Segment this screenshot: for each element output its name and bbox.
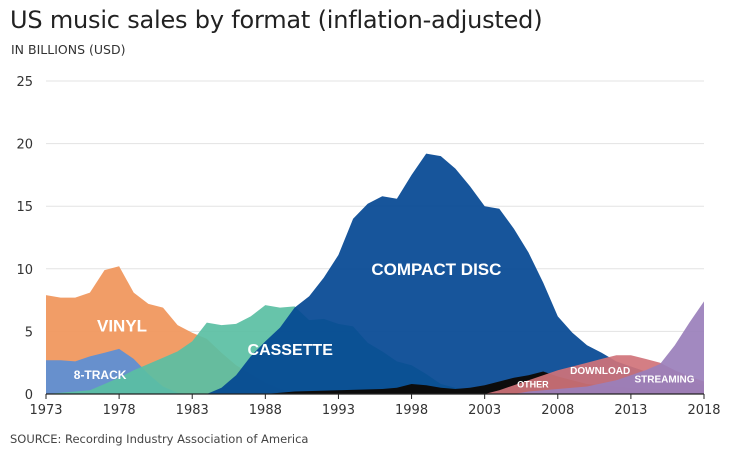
series-label-other: OTHER (517, 380, 549, 390)
series-label-cassette: CASSETTE (248, 342, 334, 359)
x-tick-label: 1973 (29, 403, 62, 418)
series-labels: VINYL 8-TRACK CASSETTE COMPACT DISC OTHER DOW… (74, 260, 695, 390)
y-axis: 0 5 10 15 20 25 (16, 75, 33, 403)
x-tick-label: 2018 (687, 403, 720, 418)
series-label-8-track: 8-TRACK (74, 368, 127, 382)
series-label-vinyl: VINYL (97, 316, 147, 335)
x-tick-label: 1998 (395, 403, 428, 418)
y-tick-label: 25 (16, 75, 33, 90)
area-compact-disc (206, 153, 705, 394)
x-tick-label: 1993 (322, 403, 355, 418)
area-streaming (513, 301, 704, 394)
series-label-download: DOWNLOAD (570, 366, 630, 377)
y-tick-label: 5 (25, 325, 33, 340)
y-tick-label: 20 (16, 138, 33, 153)
y-tick-label: 10 (16, 263, 33, 278)
series-areas (46, 153, 705, 394)
x-tick-label: 1988 (249, 403, 282, 418)
x-tick-label: 1978 (103, 403, 136, 418)
x-tick-label: 2008 (541, 403, 574, 418)
y-tick-label: 0 (25, 388, 33, 403)
source-note: SOURCE: Recording Industry Association o… (10, 432, 309, 446)
x-tick-label: 2013 (614, 403, 647, 418)
chart-subtitle: IN BILLIONS (USD) (11, 42, 126, 57)
x-tick-label: 1983 (176, 403, 209, 418)
chart-title: US music sales by format (inflation-adju… (10, 6, 543, 34)
series-label-streaming: STREAMING (635, 375, 695, 386)
series-label-compact-disc: COMPACT DISC (371, 260, 501, 279)
y-tick-label: 15 (16, 200, 33, 215)
x-axis: 1973 1978 1983 1988 1993 1998 2003 2008 2013 2018 (29, 393, 721, 418)
x-tick-label: 2003 (468, 403, 501, 418)
